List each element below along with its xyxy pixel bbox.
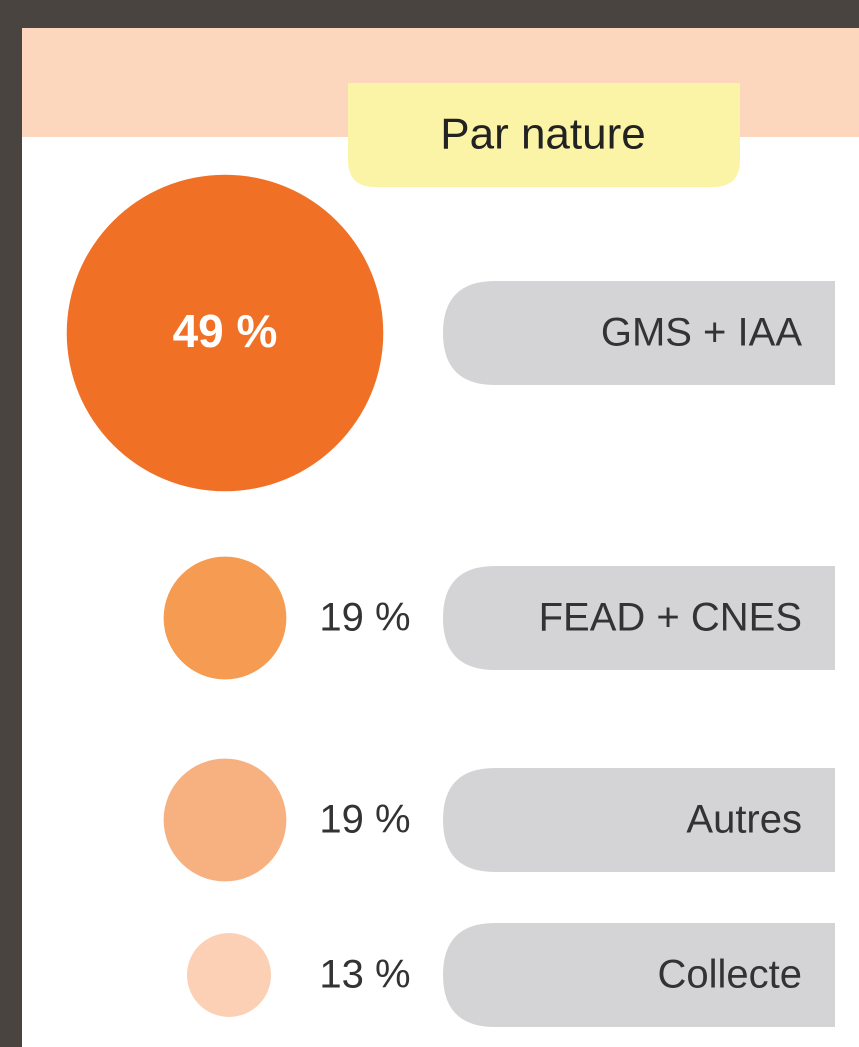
bubble <box>163 556 287 680</box>
bubble <box>66 174 384 492</box>
value-label: 13 % <box>319 953 410 997</box>
value-label: 19 % <box>319 798 410 842</box>
chart-title: Par nature <box>440 110 645 159</box>
category-pill <box>443 923 859 1027</box>
category-pill <box>443 768 859 872</box>
value-label: 19 % <box>319 596 410 640</box>
category-label: Collecte <box>657 953 802 997</box>
pill-edge <box>835 768 859 872</box>
pill-edge <box>835 923 859 1027</box>
category-pill <box>443 281 859 385</box>
bubble <box>187 933 271 1017</box>
bubble <box>163 758 287 882</box>
title-tab <box>348 83 740 187</box>
pill-edge <box>835 281 859 385</box>
category-label: GMS + IAA <box>601 311 802 355</box>
value-label: 49 % <box>173 305 278 357</box>
category-label: FEAD + CNES <box>539 596 802 640</box>
category-pill <box>443 566 859 670</box>
category-label: Autres <box>686 798 802 842</box>
pill-edge <box>835 566 859 670</box>
